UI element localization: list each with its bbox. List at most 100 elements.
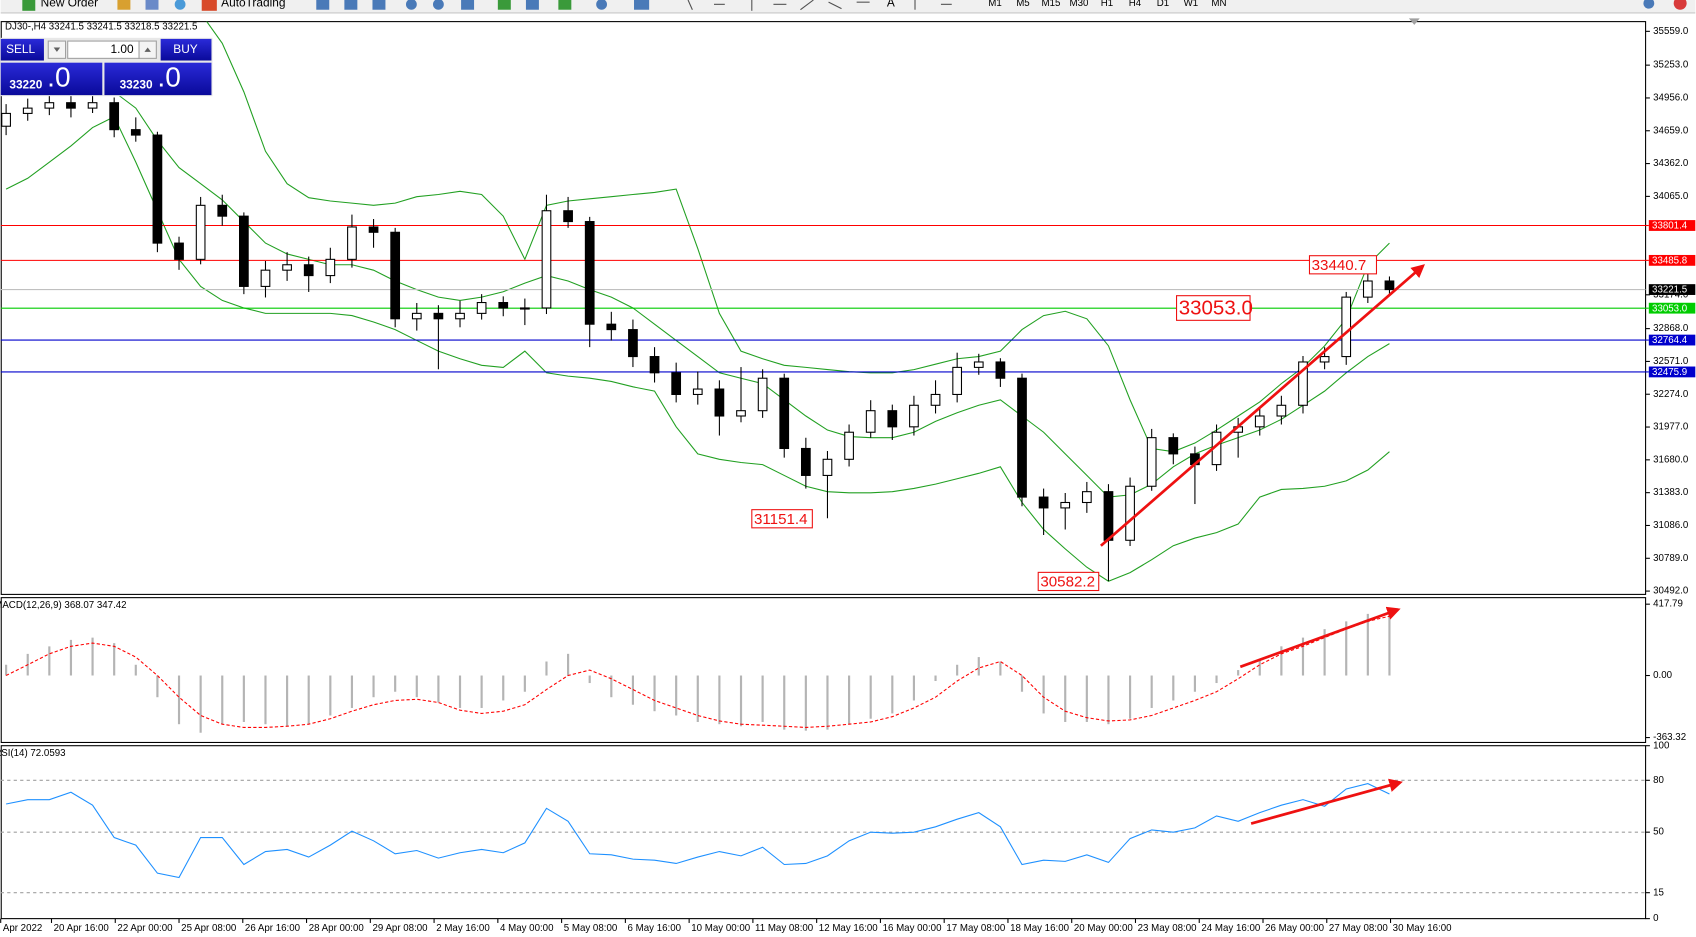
y-tick-label: 35253.0 [1653,60,1689,71]
timeframe-button[interactable]: M1 [988,0,1002,9]
timeframe-button[interactable]: M15 [1042,0,1061,9]
macd-title: MACD(12,26,9) 368.07 347.42 [0,600,127,611]
candle-body [519,307,530,310]
new-order-icon[interactable] [22,0,36,11]
ask-price-big[interactable]: .0 [157,61,180,92]
price-level-label: 33801.4 [1652,221,1688,232]
candle-body [822,458,833,476]
macd-trend-arrow[interactable] [1239,606,1401,669]
autotrading-button[interactable]: AutoTrading [221,0,285,9]
toolbar-icon[interactable] [117,0,131,10]
x-tick-label: Apr 2022 [3,923,42,934]
templates-icon[interactable] [634,0,650,10]
toolbar-icon[interactable] [497,0,511,10]
autotrading-icon[interactable] [201,0,217,11]
timeframe-button[interactable]: MN [1211,0,1226,9]
rsi-trend-arrow[interactable] [1250,778,1403,825]
ask-box[interactable] [104,62,212,96]
candle-body [1146,437,1157,487]
candle-body [22,107,33,114]
volume-value[interactable]: 1.00 [111,42,135,56]
rsi-title: RSI(14) 72.0593 [0,748,66,759]
candle-body [1362,280,1373,298]
macd-plot [5,612,1391,733]
candle-body [66,102,76,109]
annotation-box [751,509,813,529]
drawing-tools [687,0,952,11]
sell-label[interactable]: SELL [6,42,35,56]
toolbar-icon[interactable] [344,0,358,10]
sell-button[interactable] [0,38,44,61]
buy-label[interactable]: BUY [173,42,197,56]
x-tick-label: 18 May 16:00 [1010,923,1069,934]
x-tick-label: 27 May 08:00 [1329,923,1388,934]
timeframe-button[interactable]: H4 [1129,0,1142,9]
price-trend-arrow[interactable] [1100,264,1425,547]
trend-arrows [1100,264,1425,825]
candle-body [44,102,55,109]
x-tick-label: 16 May 00:00 [883,923,942,934]
candle-body [390,231,401,320]
channel-tool[interactable] [828,1,842,10]
new-order-button[interactable]: New Order [41,0,98,9]
candle-body [779,377,790,450]
ask-price[interactable]: 33230 [120,78,153,92]
trendline-tool[interactable] [800,0,814,11]
y-tick-label: -363.32 [1653,732,1686,743]
buy-button[interactable] [160,38,212,61]
periods-icon[interactable] [596,0,607,10]
candle-body [476,302,487,314]
y-tick-label: 15 [1653,887,1664,898]
candle-body [1276,404,1287,417]
bid-price-big[interactable]: .0 [47,61,70,92]
x-tick-label: 17 May 08:00 [946,923,1005,934]
x-tick-label: 24 May 16:00 [1201,923,1260,934]
x-tick-label: 22 Apr 00:00 [117,923,173,934]
bid-box[interactable] [0,62,103,96]
toolbar-icon[interactable] [525,0,539,10]
annotation-box [1037,571,1100,592]
toolbar-icon[interactable] [145,0,159,10]
toolbar-icon[interactable] [372,0,386,10]
zoom-out[interactable] [432,0,444,10]
candle-body [282,264,292,271]
y-tick-label: 34065.0 [1653,191,1689,202]
toolbar-icon[interactable] [174,0,186,10]
chart-shift-marker[interactable] [1408,18,1420,25]
toolbar-icon[interactable] [316,0,330,10]
timeframe-button[interactable]: D1 [1157,0,1169,9]
candle-body [584,221,595,325]
timeframe-button[interactable]: H1 [1101,0,1113,9]
candle-body [671,372,682,395]
candle-body [628,329,638,358]
price-level-tag [1648,334,1696,346]
alert-icon[interactable] [1673,0,1687,10]
x-tick-label: 4 May 00:00 [500,923,554,934]
price-level-tag [1648,254,1696,266]
x-tick-label: 26 Apr 16:00 [245,923,301,934]
price-level-tag [1648,220,1696,231]
candle-body [1,112,11,127]
text-tool[interactable]: A [887,0,895,9]
bid-price[interactable]: 33220 [9,78,42,92]
zoom-in[interactable] [405,0,417,10]
timeframe-button[interactable]: M5 [1016,0,1030,9]
axes: Apr 2022 20 Apr 16:00 22 Apr 00:00 25 Apr 0… [0,26,1696,934]
timeframe-button[interactable]: W1 [1184,0,1199,9]
cursor-tool[interactable] [687,0,693,10]
candle-body [1341,296,1352,358]
candle-body [1384,280,1395,291]
toolbar-icon[interactable] [461,0,475,10]
candle-body [217,204,228,217]
indicators-icon[interactable] [558,0,572,10]
search-icon[interactable] [1643,0,1655,9]
timeframe-button[interactable]: M30 [1070,0,1090,9]
toolbar-icons [316,0,650,10]
macd-frame [0,597,1647,744]
last-price-tag [1648,284,1696,295]
x-tick-label: 25 Apr 08:00 [181,923,237,934]
candle-body [1298,361,1308,406]
y-tick-label: 35559.0 [1653,26,1689,37]
y-tick-label: 31383.0 [1653,487,1689,498]
